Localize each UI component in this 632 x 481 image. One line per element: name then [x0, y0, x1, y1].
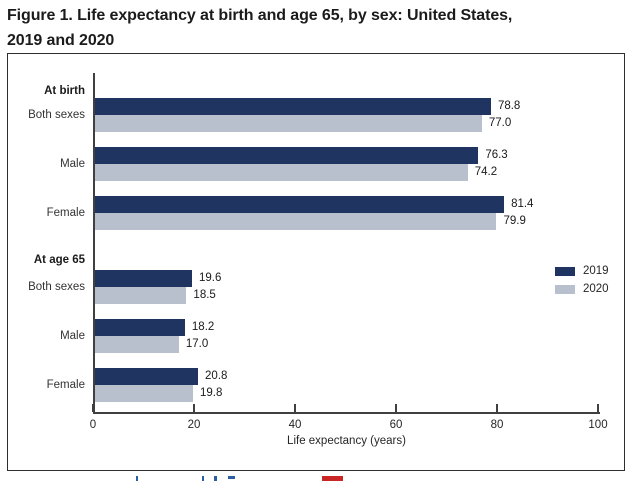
x-tick-label: 0 — [89, 419, 97, 431]
x-axis-line — [93, 412, 600, 414]
legend-item-2019: 2019 — [555, 262, 609, 280]
bar-2020-female — [93, 385, 193, 402]
section-header: At birth — [44, 85, 85, 97]
cutoff-red-icon-fragment — [322, 476, 343, 481]
value-label: 81.4 — [511, 198, 534, 210]
category-label: Male — [60, 330, 85, 342]
x-tick — [294, 404, 296, 412]
legend: 2019 2020 — [555, 262, 609, 298]
value-label: 74.2 — [474, 166, 498, 178]
category-label: Female — [46, 207, 85, 219]
x-axis-title: Life expectancy (years) — [287, 435, 406, 447]
category-label: Both sexes — [28, 281, 85, 293]
section-header: At age 65 — [33, 254, 85, 266]
x-tick — [597, 404, 599, 412]
x-tick-label: 40 — [288, 419, 302, 431]
y-axis-line — [93, 73, 95, 414]
value-label: 20.8 — [205, 370, 228, 382]
category-label: Both sexes — [28, 109, 85, 121]
value-label: 17.0 — [185, 338, 209, 350]
bar-2019-female — [93, 368, 199, 385]
legend-item-2020: 2020 — [555, 280, 609, 298]
legend-swatch-2020 — [555, 284, 575, 294]
figure-title-line2: 2019 and 2020 — [7, 32, 115, 49]
value-label: 19.8 — [199, 387, 223, 399]
bar-2019-both-sexes — [93, 98, 491, 115]
value-label: 18.2 — [191, 321, 215, 333]
x-tick-label: 100 — [588, 419, 608, 431]
bar-2020-female — [93, 213, 497, 230]
legend-label: 2019 — [583, 265, 609, 277]
legend-swatch-2019 — [555, 266, 575, 276]
x-tick — [395, 404, 397, 412]
cutoff-text-tip — [136, 476, 138, 481]
cutoff-footer-text-fragments — [0, 476, 632, 481]
cutoff-text-tip — [214, 476, 217, 481]
bar-2019-both-sexes — [93, 270, 192, 287]
bar-2020-both-sexes — [93, 287, 187, 304]
value-label: 76.3 — [485, 149, 508, 161]
bar-2020-male — [93, 336, 179, 353]
value-label: 79.9 — [503, 215, 526, 227]
cutoff-text-tip — [228, 476, 235, 479]
x-tick-label: 80 — [490, 419, 504, 431]
value-label: 78.8 — [497, 100, 521, 112]
x-tick-label: 60 — [389, 419, 403, 431]
figure-title: Figure 1. Life expectancy at birth and a… — [7, 3, 627, 53]
category-label: Male — [60, 158, 85, 170]
cutoff-text-tip — [202, 476, 204, 481]
bar-2020-both-sexes — [93, 115, 482, 132]
x-tick — [496, 404, 498, 412]
x-tick — [92, 404, 94, 412]
value-label: 77.0 — [488, 117, 512, 129]
x-tick — [193, 404, 195, 412]
chart-panel: Life expectancy (years) 2019 2020 At birt… — [7, 53, 625, 471]
bar-2020-male — [93, 164, 468, 181]
plot-area: Life expectancy (years) 2019 2020 At birt… — [8, 54, 624, 470]
bar-2019-male — [93, 147, 479, 164]
bar-2019-female — [93, 196, 505, 213]
x-tick-label: 20 — [187, 419, 201, 431]
bar-2019-male — [93, 319, 185, 336]
value-label: 18.5 — [193, 289, 216, 301]
legend-label: 2020 — [583, 283, 609, 295]
value-label: 19.6 — [198, 272, 222, 284]
category-label: Female — [46, 379, 85, 391]
figure-title-line1: Figure 1. Life expectancy at birth and a… — [7, 7, 513, 24]
